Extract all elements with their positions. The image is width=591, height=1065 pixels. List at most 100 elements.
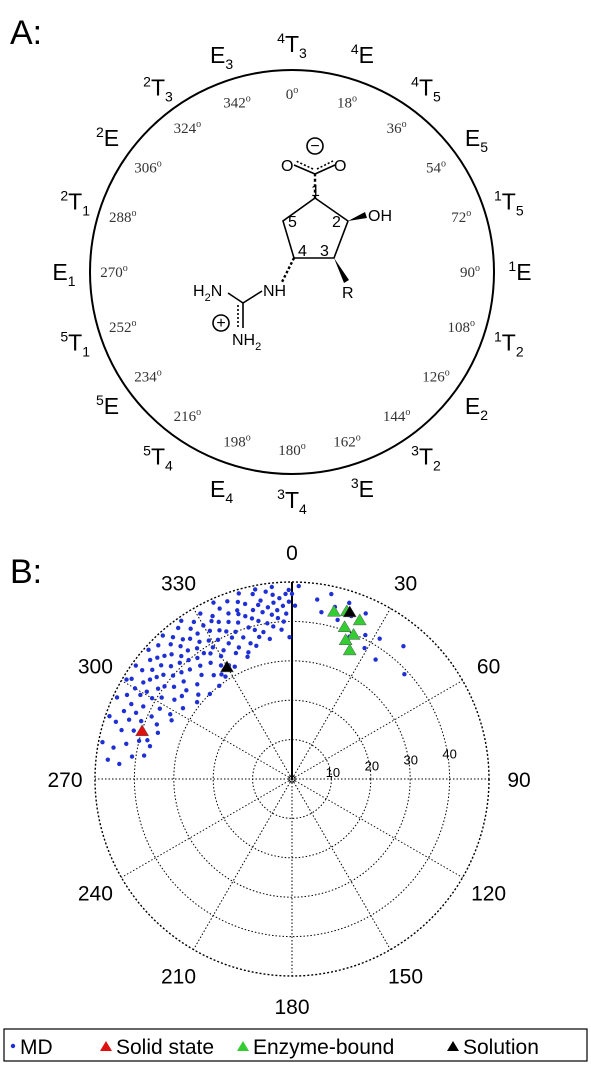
md-point [269, 612, 275, 617]
angle-label-180: 180 [274, 996, 309, 1019]
legend-solid-marker [100, 1041, 112, 1051]
md-point [113, 719, 119, 724]
conformation-label-16: 2T1 [60, 188, 90, 219]
md-point [329, 591, 334, 597]
md-point [185, 648, 191, 653]
legend-solution-label: Solution [463, 1036, 539, 1059]
md-point [187, 667, 193, 672]
md-point [129, 701, 134, 707]
md-point [180, 637, 186, 642]
hydroxyl-label: OH [368, 208, 392, 225]
md-point [217, 628, 222, 633]
md-point [296, 583, 301, 589]
md-point [119, 727, 124, 733]
md-point [124, 692, 130, 698]
md-point [207, 628, 213, 634]
degree-label-72: 72o [451, 208, 471, 226]
md-point [138, 692, 143, 698]
md-point [265, 621, 270, 626]
md-point [248, 641, 253, 646]
md-point [136, 738, 142, 744]
degree-label-216: 216o [174, 407, 202, 425]
wedge-c2-oh [348, 212, 367, 221]
md-point [258, 598, 263, 603]
conformation-label-6: 1T2 [494, 328, 524, 359]
md-point [281, 619, 286, 624]
md-point [347, 600, 352, 606]
md-point [233, 650, 239, 656]
degree-label-324: 324o [174, 119, 202, 137]
md-point [170, 673, 176, 678]
md-point [271, 624, 276, 629]
md-point [292, 603, 298, 608]
conformation-label-4: 1T5 [494, 188, 524, 219]
carboxylate-oxygen-right: O [334, 158, 346, 175]
md-point [217, 683, 222, 689]
md-point [210, 613, 215, 619]
enzyme-bound-point [338, 633, 353, 645]
md-point [256, 618, 261, 624]
md-point [254, 643, 259, 648]
md-point [124, 741, 129, 746]
md-point [246, 625, 251, 630]
md-point [201, 623, 206, 628]
md-point [162, 653, 167, 659]
degree-label-0: 0o [286, 85, 299, 103]
md-point [226, 619, 231, 625]
md-point [158, 663, 164, 668]
md-point [283, 591, 288, 597]
md-point [269, 584, 275, 590]
angle-label-150: 150 [388, 966, 423, 989]
md-point [219, 672, 224, 677]
bond-c4-nh [280, 257, 296, 283]
md-point [157, 706, 163, 711]
md-point [141, 753, 147, 758]
md-point [223, 674, 228, 679]
md-point [267, 636, 273, 642]
md-point [131, 728, 136, 733]
angle-label-330: 330 [161, 572, 196, 595]
grid-spoke-120 [291, 778, 463, 878]
angle-label-90: 90 [507, 769, 530, 792]
grid-ring-20 [212, 699, 372, 859]
md-point [261, 629, 266, 635]
legend-md-marker [10, 1043, 16, 1049]
md-point [177, 660, 182, 665]
md-point [401, 643, 406, 649]
md-point [263, 589, 268, 594]
md-point [155, 686, 161, 691]
md-point [236, 645, 242, 650]
ring-number-4: 4 [298, 243, 307, 260]
md-point [211, 600, 216, 605]
plus-charge-circle [212, 314, 230, 332]
ring-number-5: 5 [288, 214, 297, 231]
wedge-c3-r [334, 258, 349, 283]
pseudorotation-wheel [89, 69, 495, 475]
solid-state-point [135, 724, 150, 737]
md-point [218, 663, 224, 668]
ring-number-3: 3 [320, 243, 329, 260]
md-point [168, 663, 174, 669]
md-point [377, 636, 382, 641]
md-point [149, 696, 155, 701]
grid-spoke-210 [193, 778, 293, 950]
md-point [362, 645, 367, 651]
panel-b-label: B: [10, 553, 42, 591]
md-point [217, 606, 222, 611]
bond-c-nh2-top [227, 292, 244, 304]
md-point [129, 754, 135, 759]
grid-spoke-240 [121, 778, 293, 878]
angle-label-270: 270 [47, 769, 82, 792]
md-point [194, 646, 200, 651]
degree-label-342: 342o [223, 94, 251, 112]
md-point [154, 674, 159, 680]
md-point [144, 689, 149, 694]
polar-grid [94, 581, 490, 977]
grid-spoke-30 [291, 608, 391, 780]
conformation-label-14: 5T1 [60, 328, 90, 359]
md-point [194, 699, 200, 705]
plus-charge: + [216, 315, 225, 332]
md-point [159, 695, 164, 700]
md-point [242, 601, 248, 607]
md-point [236, 591, 241, 596]
